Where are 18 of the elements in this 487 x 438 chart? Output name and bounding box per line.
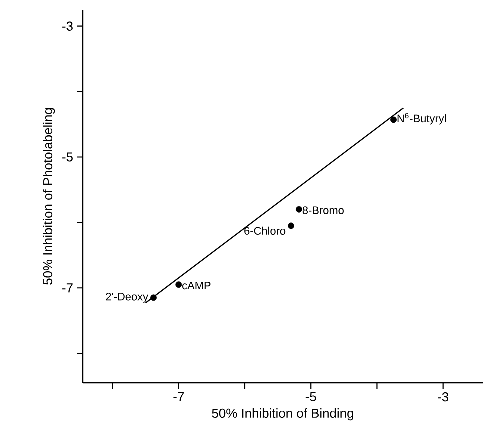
annotation: 8-Bromo xyxy=(302,206,344,214)
point xyxy=(288,222,294,230)
y-tick-label: -5 xyxy=(62,152,73,162)
point xyxy=(296,206,302,213)
annotation: 2'-Deoxy xyxy=(106,292,149,303)
y-tick-label: -7 xyxy=(62,284,73,293)
annotation: 6-Chloro xyxy=(244,226,286,235)
x-tick-label: -7 xyxy=(174,392,184,402)
y-axis-title: 50% Inhibition of Photolabeling xyxy=(43,108,56,285)
point xyxy=(176,282,182,288)
x-axis-title: 50% Inhibition of Binding xyxy=(212,408,354,421)
point xyxy=(390,116,397,124)
annotation: N$^{6}$-Butyryl xyxy=(398,113,446,125)
annotation: cAMP xyxy=(182,282,211,290)
point xyxy=(150,294,157,302)
x-tick-label: -5 xyxy=(306,392,316,402)
y-tick-label: -3 xyxy=(62,22,73,31)
x-tick-label: -3 xyxy=(438,392,449,402)
